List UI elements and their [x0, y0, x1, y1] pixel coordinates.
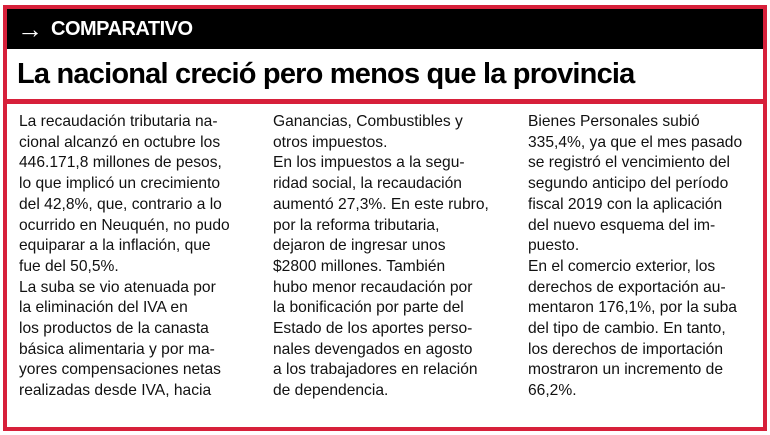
text-line: hubo menor recaudación por — [273, 278, 473, 296]
text-line: $2800 millones. También — [273, 257, 446, 275]
text-line: del 42,8%, que, contrario a lo — [19, 195, 222, 213]
text-line: del nuevo esquema del im- — [528, 216, 716, 234]
text-line: aumentó 27,3%. En este rubro, — [273, 195, 489, 213]
text-line: la bonificación por parte del — [273, 299, 464, 317]
text-line: En el comercio exterior, los — [528, 257, 716, 275]
text-line: La recaudación tributaria na- — [19, 113, 218, 130]
text-line: La suba se vio atenuada por — [19, 278, 216, 296]
text-line: los derechos de importación — [528, 340, 724, 358]
text-line: mostraron un incremento de — [528, 361, 724, 379]
text-line: Bienes Personales subió — [528, 113, 700, 130]
text-line: yores compensaciones netas — [19, 361, 221, 379]
text-line: Ganancias, Combustibles y — [273, 113, 463, 130]
text-line: lo que implicó un crecimiento — [19, 175, 221, 193]
divider — [7, 99, 763, 104]
text-line: a los trabajadores en relación — [273, 361, 478, 379]
text-line: ocurrido en Neuquén, no pudo — [19, 216, 230, 234]
text-line: fiscal 2019 con la aplicación — [528, 195, 723, 213]
text-line: Estado de los aportes perso- — [273, 320, 473, 338]
text-line: derechos de exportación au- — [528, 278, 726, 296]
text-line: de dependencia. — [273, 382, 389, 400]
article-box: → COMPARATIVO La nacional creció pero me… — [3, 5, 767, 431]
text-line: 66,2%. — [528, 382, 577, 400]
headline: La nacional creció pero menos que la pro… — [17, 58, 635, 90]
text-line: otros impuestos. — [273, 133, 388, 151]
text-line: fue del 50,5%. — [19, 257, 119, 275]
kicker-band: → COMPARATIVO — [7, 9, 763, 49]
text-line: 335,4%, ya que el mes pasado — [528, 133, 743, 151]
text-line: del tipo de cambio. En tanto, — [528, 320, 726, 338]
text-line: ridad social, la recaudación — [273, 175, 462, 193]
text-line: se registró el vencimiento del — [528, 154, 730, 172]
text-line: la eliminación del IVA en — [19, 299, 188, 317]
text-line: por la reforma tributaria, — [273, 216, 440, 234]
text-line: cional alcanzó en octubre los — [19, 133, 221, 151]
text-line: los productos de la canasta — [19, 320, 209, 338]
column-3: Bienes Personales subió 335,4%, ya que el… — [528, 112, 768, 402]
arrow-right-icon: → — [17, 14, 43, 44]
text-line: segundo anticipo del período — [528, 175, 729, 193]
text-line: En los impuestos a la segu- — [273, 154, 465, 172]
text-line: básica alimentaria y por ma- — [19, 340, 215, 358]
column-1: La recaudación tributaria na-cional alca… — [19, 112, 259, 402]
text-line: dejaron de ingresar unos — [273, 237, 446, 255]
text-line: nales devengados en agosto — [273, 340, 473, 358]
text-line: equiparar a la inflación, que — [19, 237, 211, 255]
column-2: Ganancias, Combustibles y otros impuestos… — [273, 112, 513, 402]
text-line: mentaron 176,1%, por la suba — [528, 299, 737, 317]
text-line: puesto. — [528, 237, 580, 255]
text-line: realizadas desde IVA, hacia — [19, 382, 212, 400]
text-line: 446.171,8 millones de pesos, — [19, 154, 222, 172]
kicker-label: COMPARATIVO — [51, 17, 193, 40]
